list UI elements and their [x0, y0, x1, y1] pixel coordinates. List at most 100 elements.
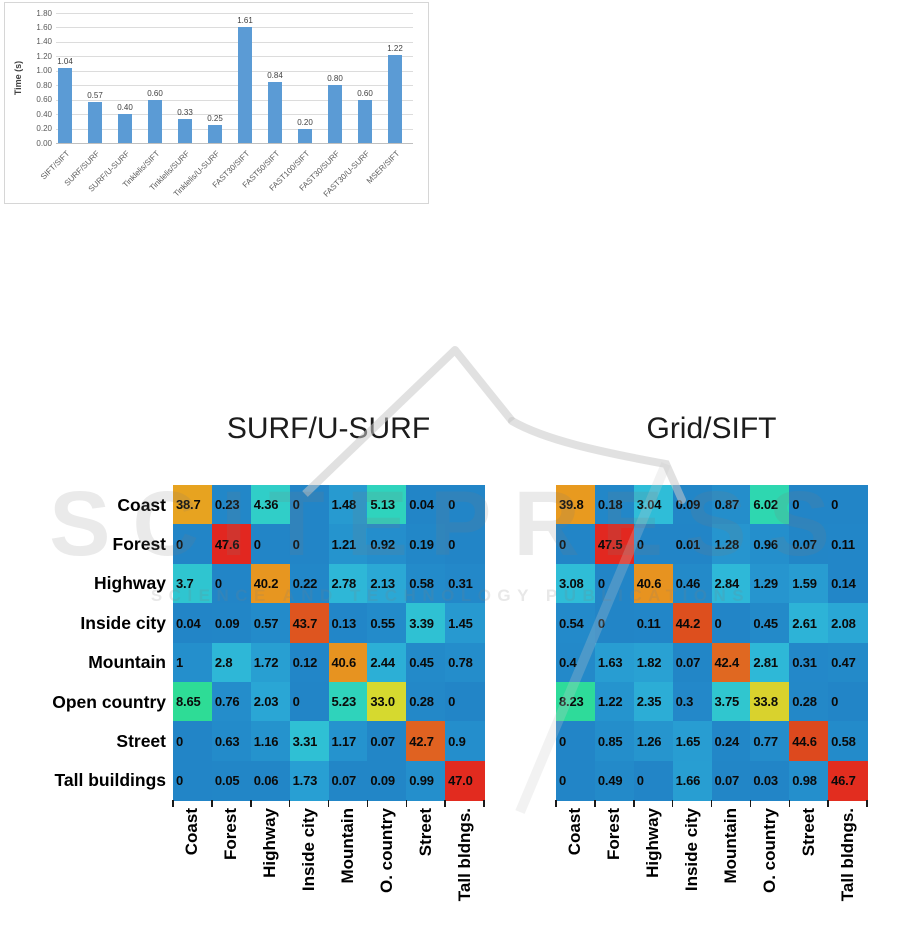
heatmap-cell: 0.77: [750, 721, 790, 762]
heatmap-cell: 8.23: [556, 681, 596, 722]
heatmap-cell: 0: [445, 524, 485, 565]
column-label: Street: [415, 808, 435, 857]
bar-value-label: 0.84: [267, 71, 283, 81]
heatmap-cell: 1.65: [672, 721, 713, 762]
x-axis-tick: [366, 800, 369, 807]
heatmap-cell: 0: [173, 721, 213, 762]
x-axis-tick: [594, 800, 596, 807]
heatmap-cell: 0.3: [672, 681, 713, 722]
heatmap-cell: 44.6: [789, 721, 829, 762]
heatmap-cell: 1.45: [445, 603, 485, 644]
time-bar: [358, 99, 372, 143]
heatmap-cell: 0.9: [445, 721, 485, 762]
x-axis-tick: [327, 800, 330, 807]
heatmap-cell: 1.28: [711, 524, 751, 565]
heatmap-cell: 1.73: [289, 760, 330, 801]
heatmap-cell: 2.13: [367, 563, 407, 604]
time-bar: [238, 26, 252, 143]
heatmap-cell: 0.76: [211, 681, 252, 722]
heatmap-cell: 1.17: [328, 721, 368, 762]
heatmap-cell: 38.7: [173, 485, 213, 525]
heatmap-cell: 40.2: [250, 563, 291, 604]
time-bar: [208, 124, 222, 143]
heatmap-cell: 3.39: [406, 603, 446, 644]
heatmap-cell: 0.45: [406, 642, 446, 683]
column-label: Mountain: [337, 808, 357, 884]
heatmap-cell: 0.58: [828, 721, 868, 762]
heatmap-cell: 2.44: [367, 642, 407, 683]
heatmap-cell: 0.09: [367, 760, 407, 801]
heatmap-cell: 0.47: [828, 642, 868, 683]
heatmap-cell: 2.08: [828, 603, 868, 644]
y-gridline: [56, 128, 413, 130]
x-axis-tick: [444, 800, 446, 807]
y-tick-label: 0.20: [36, 124, 52, 134]
column-label: Tall bldngs.: [454, 808, 474, 902]
heatmap-cell: 0.99: [406, 760, 446, 801]
bar-value-label: 0.25: [207, 113, 223, 123]
bar-value-label: 0.60: [147, 88, 163, 98]
y-gridline: [56, 56, 413, 58]
heatmap-cell: 2.78: [328, 563, 368, 604]
y-gridline: [56, 41, 413, 43]
x-axis-tick: [288, 800, 291, 807]
x-axis-tick: [483, 800, 485, 807]
heatmap-cell: 0.09: [672, 485, 713, 525]
heatmap-cell: 0.57: [250, 603, 291, 644]
heatmap-cell: 0: [633, 760, 674, 801]
bar-value-label: 0.40: [117, 103, 133, 113]
x-axis-tick: [405, 800, 407, 807]
heatmap-cell: 0.01: [672, 524, 713, 565]
heatmap-cell: 47.0: [445, 760, 485, 801]
y-tick-label: 1.80: [36, 8, 52, 18]
bar-value-label: 0.60: [357, 88, 373, 98]
heatmap-cell: 0: [556, 721, 596, 762]
row-label: Tall buildings: [54, 770, 166, 791]
heatmap-cell: 0.11: [633, 603, 674, 644]
heatmap-cell: 0.04: [406, 485, 446, 525]
heatmap-cell: 0: [789, 485, 829, 525]
heatmap-cell: 4.36: [250, 485, 291, 525]
heatmap-cell: 1.29: [750, 563, 790, 604]
heatmap-cell: 0.09: [211, 603, 252, 644]
heatmap-cell: 0.13: [328, 603, 368, 644]
column-label: Forest: [604, 808, 624, 860]
heatmap-cell: 0.07: [711, 760, 751, 801]
heatmap-cell: 0.28: [406, 681, 446, 722]
column-label: O. country: [759, 808, 779, 894]
heatmap-cell: 1.63: [594, 642, 635, 683]
heatmap-cell: 0: [828, 485, 868, 525]
heatmap-cell: 0.07: [367, 721, 407, 762]
column-label: Inside city: [299, 808, 319, 892]
column-label: Street: [798, 808, 818, 857]
heatmap-cell: 0.06: [250, 760, 291, 801]
heatmap-cell: 0: [445, 681, 485, 722]
x-axis-tick: [866, 800, 868, 807]
heatmap-cell: 3.75: [711, 681, 751, 722]
column-label: O. country: [376, 808, 396, 894]
column-label: Mountain: [720, 808, 740, 884]
column-label: Highway: [260, 808, 280, 878]
heatmap-cell: 46.7: [828, 760, 868, 801]
time-bar: [88, 101, 102, 143]
y-tick-label: 0.00: [36, 138, 52, 148]
heatmap-cell: 5.23: [328, 681, 368, 722]
bar-value-label: 1.04: [57, 56, 73, 66]
bar-value-label: 0.33: [177, 108, 193, 118]
bar-value-label: 1.61: [237, 15, 253, 25]
row-label: Coast: [117, 494, 166, 515]
heatmap-cell: 0: [289, 524, 330, 565]
heatmap-cell: 1.82: [633, 642, 674, 683]
heatmap-cell: 1.16: [250, 721, 291, 762]
column-label: Highway: [643, 808, 663, 878]
heatmap-cell: 3.31: [289, 721, 330, 762]
y-tick-label: 1.00: [36, 66, 52, 76]
y-gridline: [56, 99, 413, 101]
row-label: Street: [116, 730, 166, 751]
x-axis-tick: [827, 800, 829, 807]
x-axis-tick: [172, 800, 174, 807]
heatmap-cell: 3.04: [633, 485, 674, 525]
row-label: Highway: [94, 573, 166, 594]
heatmap-cell: 0.87: [711, 485, 751, 525]
heatmap-cell: 0.58: [406, 563, 446, 604]
